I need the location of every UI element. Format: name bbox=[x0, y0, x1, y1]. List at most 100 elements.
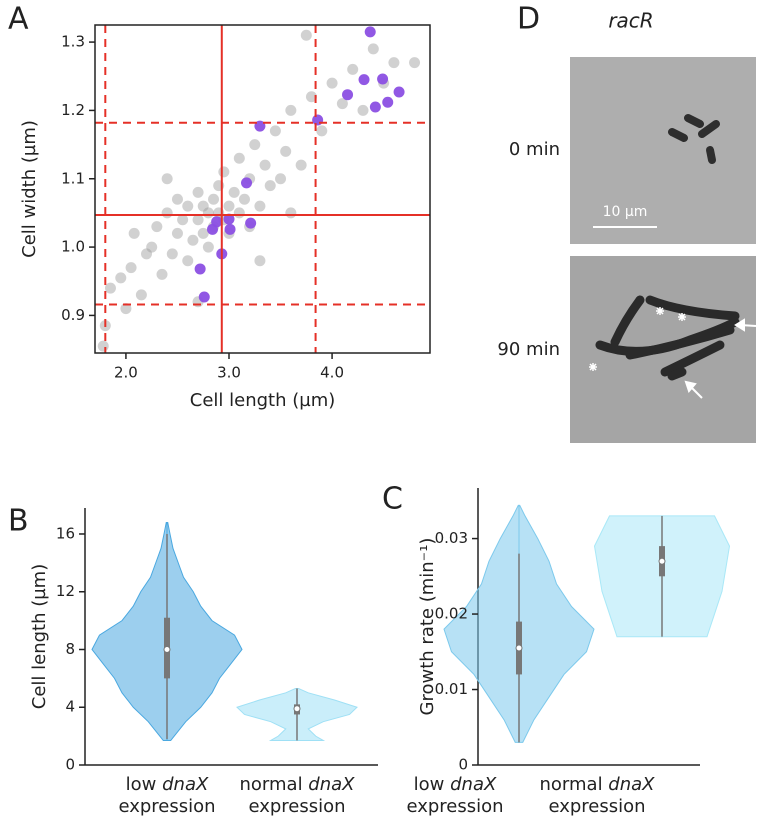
point bbox=[128, 227, 140, 239]
y-tick-label: 0.01 bbox=[435, 680, 468, 698]
point bbox=[198, 291, 210, 303]
asterisks bbox=[589, 307, 686, 371]
y-tick-label: 0.02 bbox=[435, 605, 468, 623]
point bbox=[156, 268, 168, 280]
panel-label: A bbox=[8, 2, 29, 37]
micrograph-top bbox=[570, 57, 756, 244]
median bbox=[163, 645, 171, 653]
category-word: dnaX bbox=[603, 774, 656, 795]
median bbox=[658, 557, 666, 565]
point bbox=[342, 89, 354, 101]
category-word: expression bbox=[548, 796, 645, 817]
y-tick-label: 0 bbox=[458, 756, 468, 774]
point bbox=[269, 125, 281, 137]
point bbox=[228, 186, 240, 198]
point bbox=[141, 248, 153, 260]
category-word: low bbox=[126, 774, 157, 795]
point bbox=[104, 282, 116, 294]
category-word: dnaX bbox=[303, 774, 356, 795]
point bbox=[208, 193, 220, 205]
point bbox=[194, 263, 206, 275]
y-tick-label: 1.1 bbox=[61, 169, 85, 187]
y-axis-label: Cell width (µm) bbox=[19, 120, 40, 258]
point bbox=[357, 104, 369, 116]
point bbox=[259, 159, 271, 171]
x-tick-label: 2.0 bbox=[114, 364, 138, 382]
point bbox=[166, 248, 178, 260]
point bbox=[249, 139, 261, 151]
point bbox=[238, 193, 250, 205]
point bbox=[347, 63, 359, 75]
point bbox=[218, 166, 230, 178]
point bbox=[233, 152, 245, 164]
point bbox=[197, 227, 209, 239]
point bbox=[233, 207, 245, 219]
plot-frame bbox=[94, 24, 431, 354]
point bbox=[146, 241, 158, 253]
y-tick-label: 1.0 bbox=[61, 238, 85, 256]
y-tick-label: 8 bbox=[65, 640, 75, 658]
point bbox=[115, 272, 127, 284]
point bbox=[192, 186, 204, 198]
point bbox=[295, 159, 307, 171]
point bbox=[316, 125, 328, 137]
point bbox=[264, 180, 276, 192]
point bbox=[254, 200, 266, 212]
category-label: low dnaX expression bbox=[118, 774, 215, 817]
point bbox=[393, 86, 405, 98]
category-word: normal bbox=[240, 774, 303, 795]
point bbox=[254, 120, 266, 132]
panel-label: D bbox=[517, 2, 540, 37]
scale-bar-label: 10 µm bbox=[603, 204, 648, 220]
y-tick-label: 1.2 bbox=[61, 101, 85, 119]
category-label: normal dnaX expression bbox=[240, 774, 356, 817]
category-word: dnaX bbox=[156, 774, 209, 795]
panel-label: C bbox=[382, 482, 403, 517]
point bbox=[182, 255, 194, 267]
point bbox=[202, 207, 214, 219]
category-word: normal bbox=[540, 774, 603, 795]
point bbox=[245, 217, 257, 229]
point bbox=[377, 73, 389, 85]
point bbox=[202, 241, 214, 253]
y-tick-label: 4 bbox=[65, 698, 75, 716]
point bbox=[224, 223, 236, 235]
y-tick-label: 0 bbox=[65, 756, 75, 774]
violin-half bbox=[593, 515, 663, 638]
y-tick-label: 12 bbox=[56, 582, 75, 600]
violin-half bbox=[166, 521, 243, 741]
row-label: 0 min bbox=[509, 139, 560, 160]
violin-half bbox=[236, 687, 298, 741]
point bbox=[336, 98, 348, 110]
point bbox=[125, 262, 137, 274]
row-label: 90 min bbox=[497, 339, 560, 360]
y-axis-label: Growth rate (min⁻¹) bbox=[417, 538, 438, 716]
point bbox=[161, 173, 173, 185]
point bbox=[367, 43, 379, 55]
y-tick-label: 1.3 bbox=[61, 33, 85, 51]
category-word: expression bbox=[248, 796, 345, 817]
point bbox=[177, 214, 189, 226]
category-word: expression bbox=[118, 796, 215, 817]
violin-half bbox=[661, 515, 731, 638]
panel-title: racR bbox=[608, 9, 653, 33]
y-axis-label: Cell length (µm) bbox=[29, 564, 50, 710]
point bbox=[312, 114, 324, 126]
y-tick-label: 0.03 bbox=[435, 529, 468, 547]
point bbox=[223, 213, 235, 225]
point bbox=[187, 234, 199, 246]
category-word: dnaX bbox=[444, 774, 497, 795]
point bbox=[223, 200, 235, 212]
category-label: low dnaX expression bbox=[406, 774, 503, 817]
point bbox=[364, 26, 376, 38]
point bbox=[305, 91, 317, 103]
point bbox=[171, 193, 183, 205]
panel-label: B bbox=[8, 504, 29, 539]
point bbox=[326, 77, 338, 89]
violin-half bbox=[296, 687, 358, 741]
y-tick-label: 0.9 bbox=[61, 306, 85, 324]
point bbox=[151, 221, 163, 233]
point bbox=[388, 57, 400, 69]
point bbox=[409, 57, 421, 69]
